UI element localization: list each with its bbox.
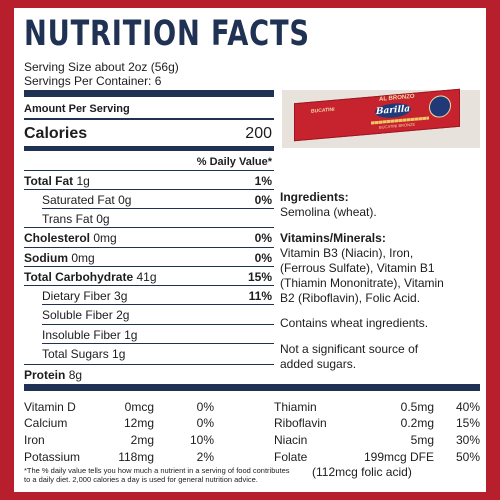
micro-name: Riboflavin [274, 416, 327, 430]
nutrient-row-sodium: Sodium 0mg [24, 251, 95, 265]
ingredients-text: Semolina (wheat). [280, 205, 377, 219]
amount-per-serving: Amount Per Serving [24, 103, 130, 115]
micro-dv: 50% [455, 450, 480, 464]
micro-name: Calcium [24, 416, 68, 430]
vitamins-line: B2 (Riboflavin), Folic Acid. [280, 291, 421, 305]
vitamins-line: Vitamin B3 (Niacin), Iron, [280, 246, 414, 260]
thick-divider [24, 146, 274, 151]
sugar-note: Not a significant source of [280, 342, 419, 356]
nutrient-row-insoluble-fiber: Insoluble Fiber 1g [42, 328, 138, 342]
sugar-note: added sugars. [280, 357, 357, 371]
dv-saturated-fat: 0% [254, 193, 272, 207]
divider [24, 227, 274, 228]
divider [42, 304, 274, 305]
page-title: NUTRITION FACTS [24, 14, 310, 54]
micro-dv: 0% [196, 416, 214, 430]
micro-amount: 0.5mg [400, 400, 434, 414]
micro-dv: 0% [196, 400, 214, 414]
dv-dietary-fiber: 11% [248, 289, 272, 303]
footnote: *The % daily value tells you how much a … [24, 466, 290, 475]
micro-amount: 2mg [130, 433, 154, 447]
thick-divider [24, 384, 480, 391]
nutrient-row-cholesterol: Cholesterol 0mg [24, 231, 117, 245]
micro-dv: 15% [455, 416, 480, 430]
divider [24, 189, 274, 190]
micro-dv: 30% [455, 433, 480, 447]
divider [24, 170, 274, 171]
divider [24, 285, 274, 286]
folic-acid-note: (112mcg folic acid) [312, 465, 412, 479]
micro-name: Vitamin D [24, 400, 76, 414]
barilla-logo: Barilla [375, 102, 411, 120]
pasta-box: BUCATINI AL BRONZO Barilla BUCATINI BRON… [294, 88, 460, 142]
dv-sodium: 0% [254, 251, 272, 265]
nutrient-row-saturated-fat: Saturated Fat 0g [42, 193, 132, 207]
serving-size: Serving Size about 2oz (56g) [24, 60, 179, 74]
bronze-badge-icon [429, 94, 451, 119]
micro-dv: 2% [196, 450, 214, 464]
calories-label: Calories [24, 125, 88, 142]
micro-amount: 118mg [118, 450, 154, 464]
dv-cholesterol: 0% [254, 231, 272, 245]
footnote: to a daily diet. 2,000 calories a day is… [24, 475, 258, 484]
product-image: BUCATINI AL BRONZO Barilla BUCATINI BRON… [282, 88, 480, 148]
micro-dv: 40% [455, 400, 480, 414]
nutrient-row-total-sugars: Total Sugars 1g [42, 347, 126, 361]
vitamins-line: (Thiamin Mononitrate), Vitamin [280, 276, 444, 290]
dv-total-fat: 1% [254, 174, 272, 188]
ingredients-heading: Ingredients: [280, 190, 349, 204]
micro-amount: 0mcg [124, 400, 154, 414]
micro-dv: 10% [189, 433, 214, 447]
nutrition-panel: NUTRITION FACTS Serving Size about 2oz (… [14, 8, 486, 492]
divider [42, 324, 274, 325]
nutrient-row-soluble-fiber: Soluble Fiber 2g [42, 308, 130, 322]
nutrient-row-protein: Protein 8g [24, 368, 83, 382]
nutrient-row-total-fat: Total Fat 1g [24, 174, 90, 188]
micro-amount: 199mcg DFE [363, 450, 434, 464]
vitamins-heading: Vitamins/Minerals: [280, 231, 386, 245]
nutrient-row-total-carbohydrate: Total Carbohydrate 41g [24, 270, 157, 284]
divider [42, 208, 274, 209]
micro-name: Iron [24, 433, 45, 447]
divider [24, 118, 274, 120]
calories-value: 200 [245, 125, 272, 142]
thick-divider [24, 90, 274, 97]
nutrient-row-dietary-fiber: Dietary Fiber 3g [42, 289, 128, 303]
micro-amount: 0.2mg [400, 416, 434, 430]
divider [24, 247, 274, 248]
micro-name: Thiamin [274, 400, 317, 414]
micro-amount: 12mg [123, 416, 154, 430]
divider [24, 266, 274, 267]
vitamins-line: (Ferrous Sulfate), Vitamin B1 [280, 261, 435, 275]
micro-name: Folate [274, 450, 308, 464]
servings-per-container: Servings Per Container: 6 [24, 74, 162, 88]
dv-total-carbohydrate: 15% [247, 270, 272, 284]
micro-name: Potassium [24, 450, 81, 464]
allergen-statement: Contains wheat ingredients. [280, 316, 429, 330]
divider [24, 364, 274, 365]
divider [42, 343, 274, 344]
micro-amount: 5mg [410, 433, 434, 447]
micro-name: Niacin [274, 433, 308, 447]
daily-value-header: % Daily Value* [196, 156, 272, 168]
nutrient-row-trans-fat: Trans Fat 0g [42, 212, 110, 226]
